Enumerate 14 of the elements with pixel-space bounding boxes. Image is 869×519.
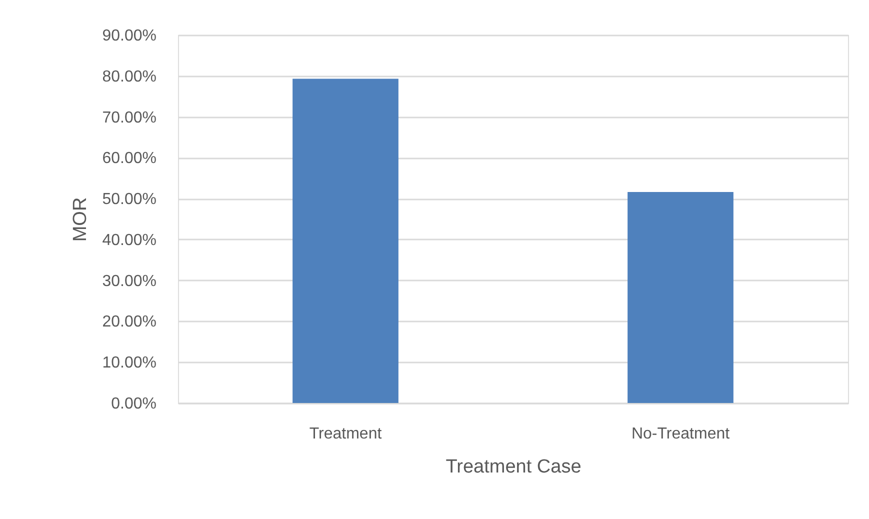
y-tick-label: 80.00% — [102, 68, 156, 86]
y-tick-label: 30.00% — [102, 272, 156, 290]
y-tick-label: 20.00% — [102, 314, 156, 331]
y-tick-label: 40.00% — [102, 232, 156, 249]
y-tick-label: 0.00% — [111, 396, 156, 412]
x-axis-title: Treatment Case — [446, 456, 582, 478]
y-tick-label: 90.00% — [102, 28, 156, 44]
y-tick-label: 10.00% — [102, 354, 156, 372]
y-tick-label: 50.00% — [102, 191, 156, 208]
x-tick-label: Treatment — [309, 426, 382, 442]
y-tick-label: 70.00% — [102, 109, 156, 126]
y-axis-title: MOR — [70, 197, 92, 242]
y-tick-label: 60.00% — [102, 150, 156, 168]
x-tick-label: No-Treatment — [631, 426, 730, 442]
